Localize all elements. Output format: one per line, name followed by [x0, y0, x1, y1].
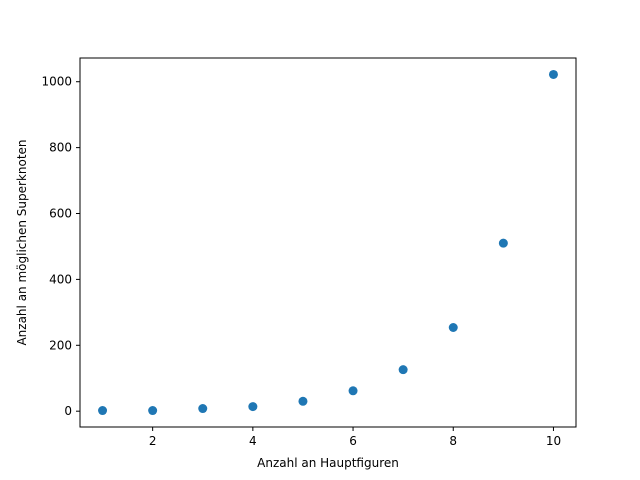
y-tick-label: 400	[49, 272, 72, 286]
data-points	[98, 69, 558, 416]
y-tick-label: 600	[49, 207, 72, 221]
data-point	[248, 402, 258, 412]
y-tick-label: 200	[49, 338, 72, 352]
data-point	[148, 406, 158, 416]
x-axis-label: Anzahl an Hauptfiguren	[257, 456, 399, 470]
data-point	[548, 69, 558, 79]
y-axis-label: Anzahl an möglichen Superknoten	[15, 139, 29, 345]
data-point	[448, 323, 458, 333]
plot-frame	[79, 57, 577, 428]
x-tick-label: 8	[449, 434, 457, 448]
data-point	[198, 404, 208, 414]
y-tick-label: 1000	[41, 75, 72, 89]
data-point	[98, 406, 108, 416]
y-tick-label: 0	[64, 404, 72, 418]
x-tick-label: 10	[546, 434, 561, 448]
y-tick-label: 800	[49, 141, 72, 155]
x-tick-label: 4	[249, 434, 257, 448]
data-point	[498, 238, 508, 248]
data-point	[398, 365, 408, 375]
data-point	[348, 386, 358, 396]
x-axis-ticks: 2 4 6 8 10	[149, 427, 561, 448]
plot-area	[80, 58, 576, 427]
data-point	[298, 396, 308, 406]
y-axis-ticks: 0 200 400 600 800 1000	[41, 75, 80, 418]
x-tick-label: 2	[149, 434, 157, 448]
x-tick-label: 6	[349, 434, 357, 448]
